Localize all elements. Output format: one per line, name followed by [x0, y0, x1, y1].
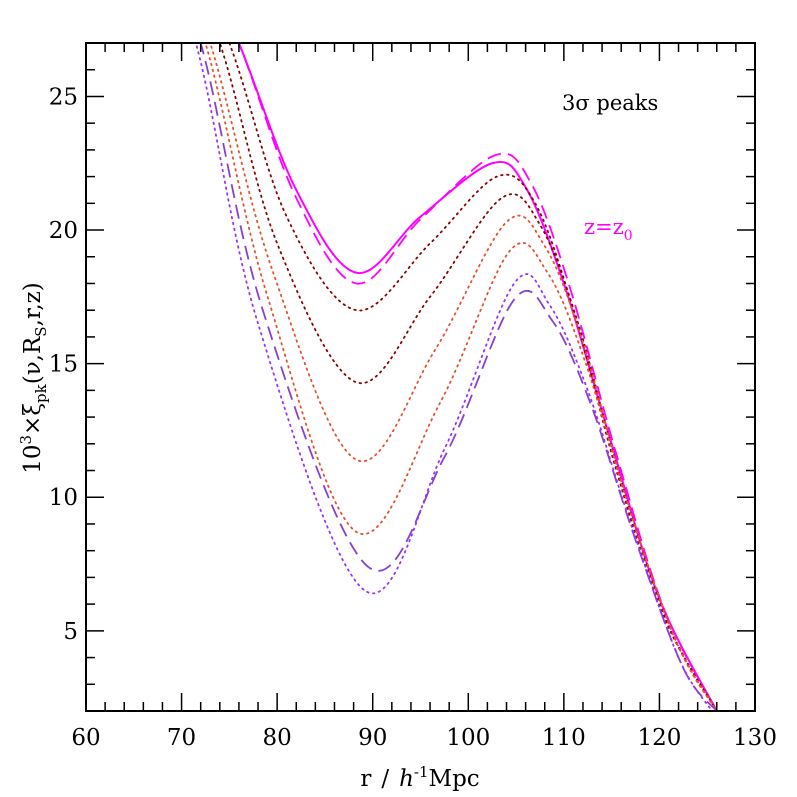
peaks-annotation: 3σ peaks — [562, 91, 658, 115]
y-tick-label: 15 — [49, 352, 78, 378]
x-tick-label: 100 — [446, 725, 490, 751]
x-tick-label: 110 — [542, 725, 586, 751]
x-tick-label: 80 — [263, 725, 292, 751]
y-tick-labels: 5 10 15 20 25 — [49, 84, 78, 644]
series-line-3 — [228, 43, 718, 711]
series-line-2 — [237, 43, 718, 711]
series-group — [194, 43, 718, 711]
y-tick-label: 20 — [49, 218, 78, 244]
series-line-6 — [204, 43, 718, 711]
x-axis-label: r / h-1Mpc — [360, 763, 479, 792]
series-line-1 — [237, 43, 718, 711]
plot-frame — [85, 42, 756, 712]
x-tick-label: 70 — [167, 725, 196, 751]
y-tick-label: 25 — [49, 84, 78, 110]
x-tick-labels: 60 70 80 90 100 110 120 130 — [71, 725, 777, 751]
series-line-7 — [199, 43, 718, 711]
x-tick-label: 130 — [733, 725, 777, 751]
y-axis-label: 103×ξpk(ν,RS,r,z) — [17, 282, 50, 474]
y-tick-label: 10 — [49, 485, 78, 511]
y-tick-label: 5 — [63, 619, 78, 645]
x-tick-label: 120 — [637, 725, 681, 751]
x-tick-label: 60 — [71, 725, 100, 751]
x-tick-label: 90 — [358, 725, 387, 751]
z-annotation: z=z0 — [584, 215, 633, 244]
